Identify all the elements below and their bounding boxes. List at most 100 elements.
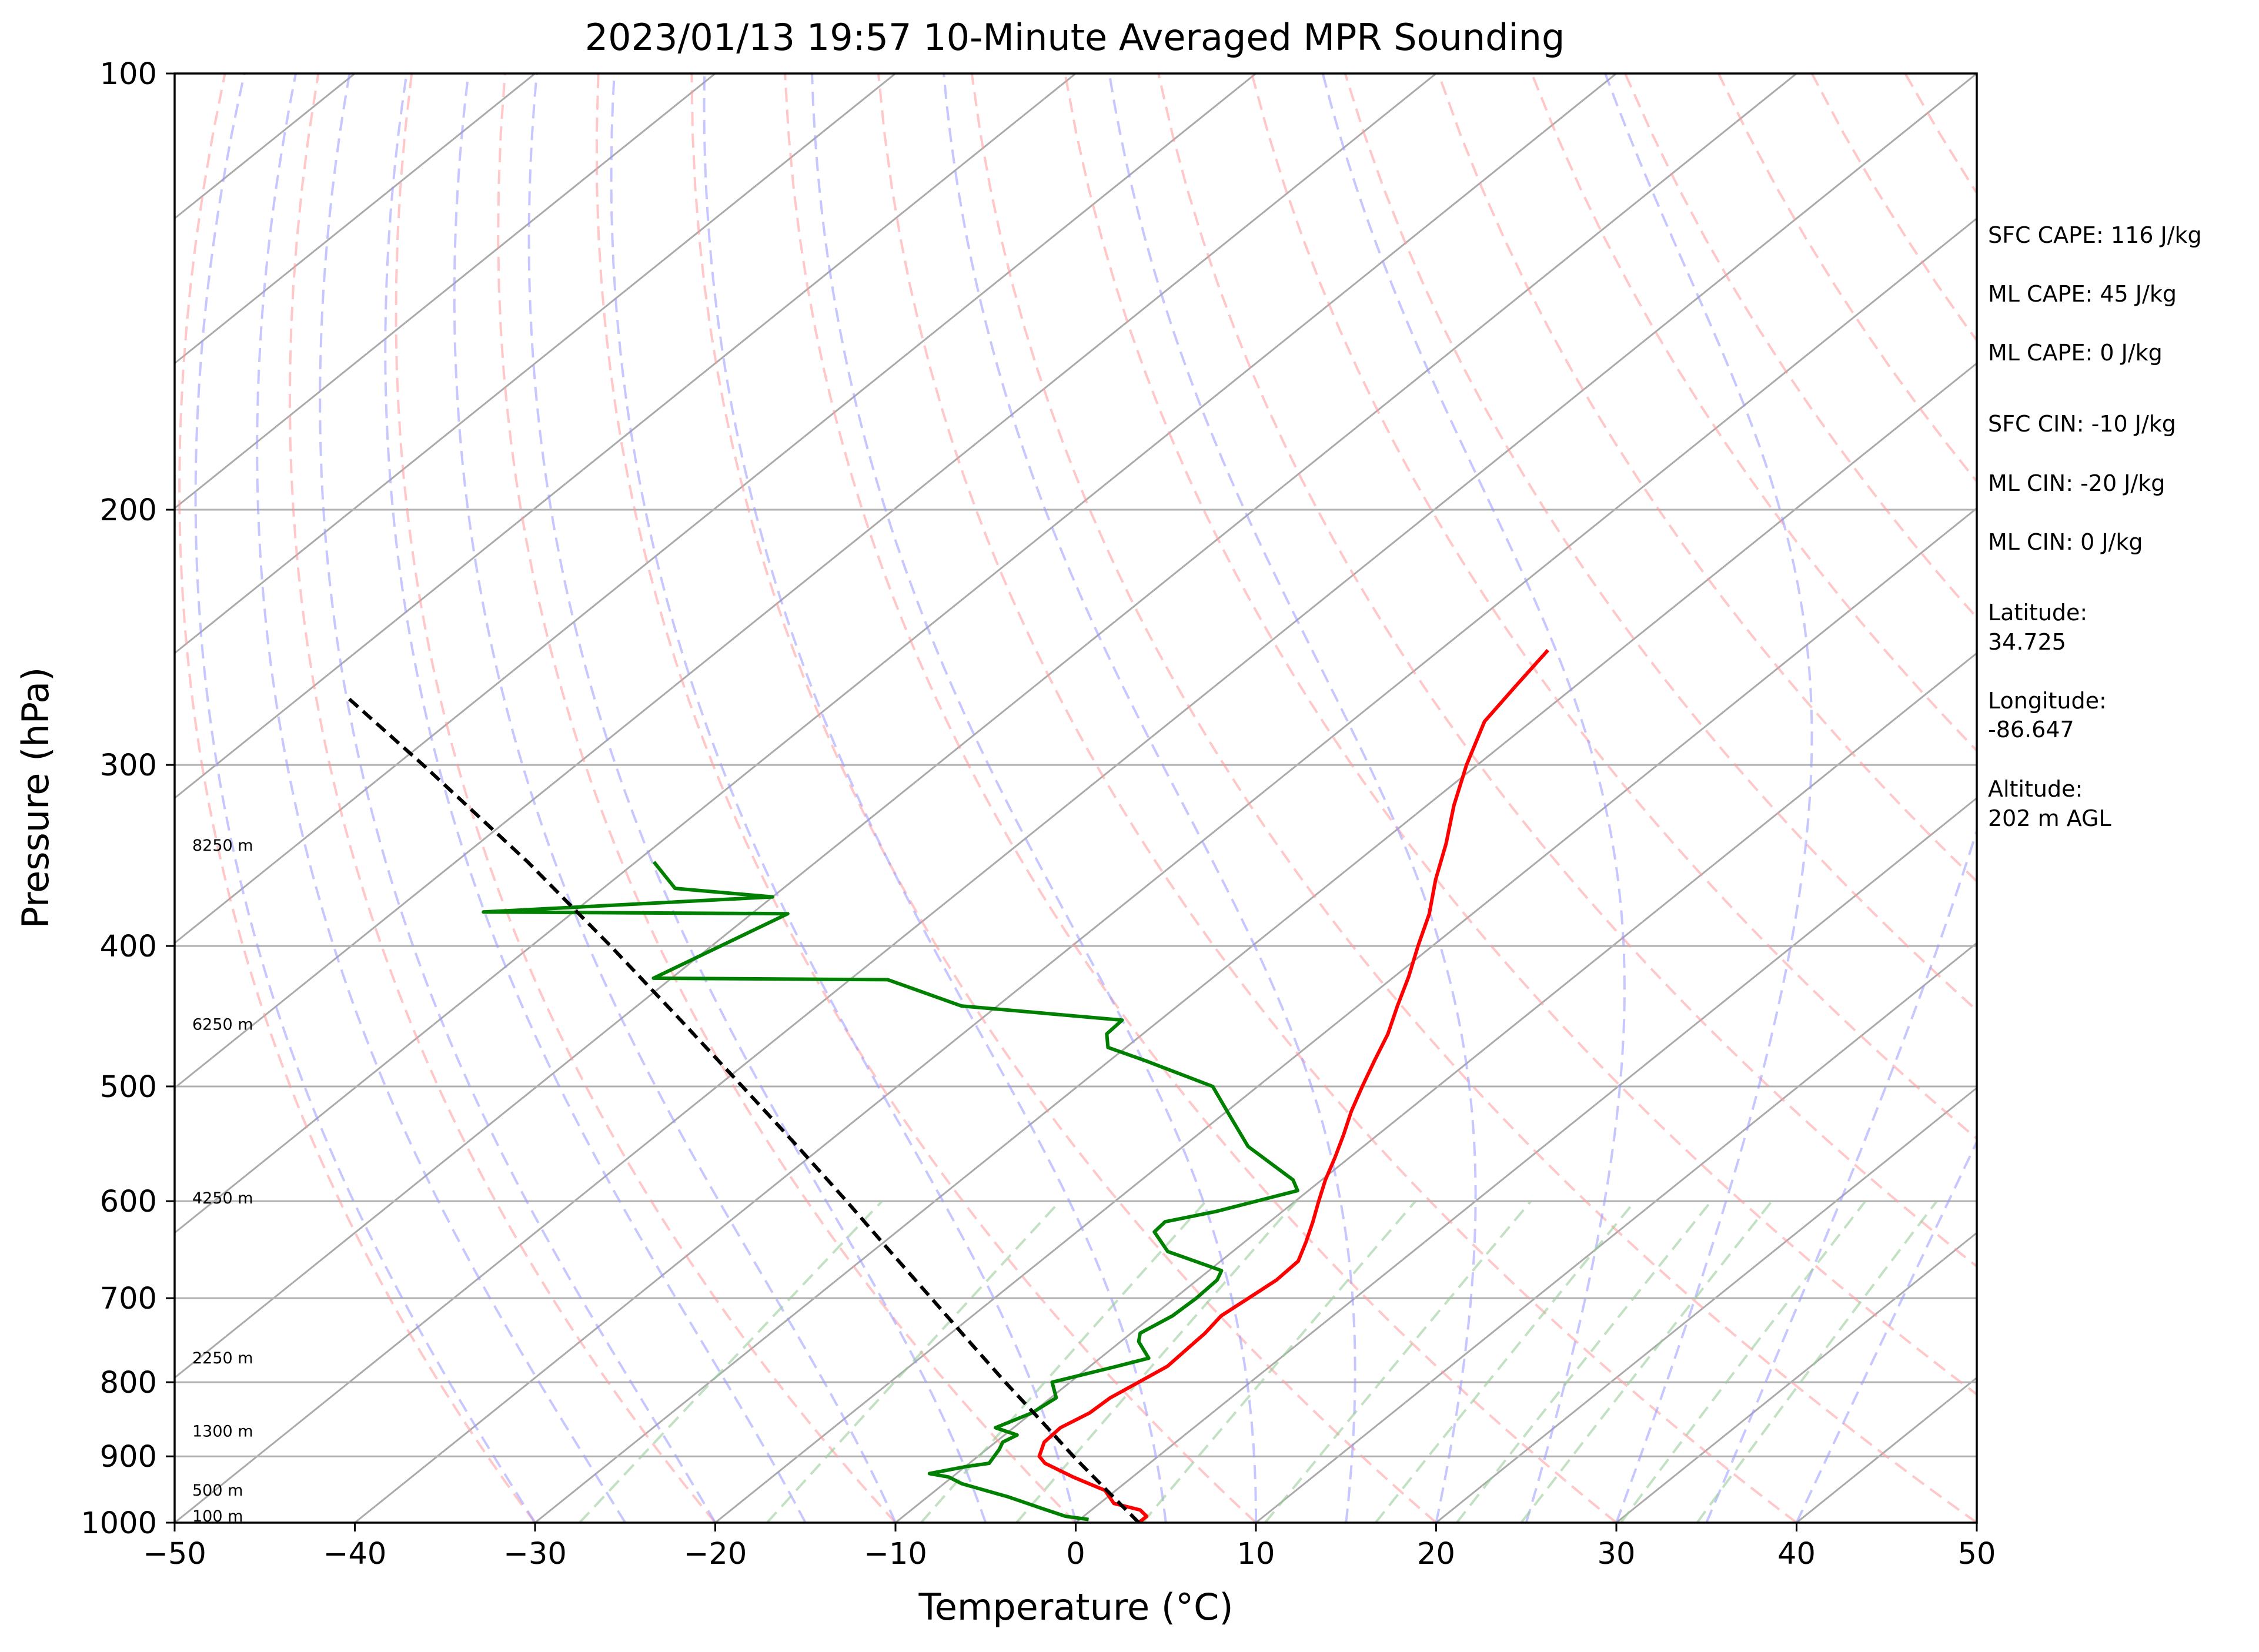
dry-adiabat xyxy=(595,73,1257,1523)
x-tick-label: 0 xyxy=(1066,1537,1085,1571)
y-tick-label: 700 xyxy=(100,1282,157,1316)
x-tick-label: 40 xyxy=(1777,1537,1816,1571)
x-tick-label: 10 xyxy=(1237,1537,1275,1571)
isotherm-line xyxy=(534,362,1977,1523)
y-tick-label: 900 xyxy=(100,1440,157,1474)
x-tick-label: 20 xyxy=(1417,1537,1455,1571)
isotherm-line xyxy=(1255,942,1977,1523)
dry-adiabat xyxy=(1064,73,1977,1396)
dry-adiabat xyxy=(395,73,897,1523)
chart-title: 2023/01/13 19:57 10-Minute Averaged MPR … xyxy=(585,16,1565,59)
isotherm-line xyxy=(175,73,1797,1379)
sounding-profiles xyxy=(347,648,1549,1523)
latitude-label: Latitude: xyxy=(1988,600,2087,626)
moist-adiabat xyxy=(610,73,1077,1523)
isotherm-line xyxy=(354,217,1977,1523)
info-panel: SFC CAPE: 116 J/kg ML CAPE: 45 J/kg ML C… xyxy=(1988,222,2202,831)
dry-adiabat xyxy=(2186,73,2259,1523)
ml-cin-text-2: ML CIN: 0 J/kg xyxy=(1988,529,2143,555)
moist-adiabat xyxy=(384,73,807,1523)
x-tick-label: −30 xyxy=(503,1537,567,1571)
moist-adiabat xyxy=(703,73,1167,1523)
ml-cin-text: ML CIN: -20 J/kg xyxy=(1988,470,2165,496)
y-tick-label: 800 xyxy=(100,1366,157,1400)
isotherm-line xyxy=(895,652,1977,1523)
height-label: 2250 m xyxy=(192,1349,253,1367)
mixing-ratio-line xyxy=(920,1200,1207,1523)
dry-adiabat xyxy=(1530,73,1977,753)
latitude-value: 34.725 xyxy=(1988,629,2066,655)
dry-adiabat xyxy=(877,73,1797,1523)
x-tick-label: 50 xyxy=(1958,1537,1996,1571)
mixing-ratio-line xyxy=(1264,1200,1532,1523)
mixing-ratio-lines xyxy=(579,1200,1938,1523)
moist-adiabat xyxy=(1795,1139,1977,1523)
isotherm-line xyxy=(175,73,1077,800)
isotherm-line xyxy=(175,73,536,364)
mixing-ratio-line xyxy=(579,1200,883,1523)
isotherm-line xyxy=(714,507,1977,1523)
dry-adiabat xyxy=(1250,73,1977,1141)
dry-adiabat xyxy=(178,73,536,1523)
moist-adiabat xyxy=(319,73,717,1523)
moist-adiabat xyxy=(453,73,897,1523)
mixing-ratio-line xyxy=(1620,1200,1867,1523)
mixing-ratio-line xyxy=(1375,1200,1636,1523)
isotherm-line xyxy=(175,73,1977,1523)
altitude-value: 202 m AGL xyxy=(1988,805,2111,831)
dry-adiabat xyxy=(1437,73,1977,883)
isotherm-line xyxy=(175,73,716,510)
y-tick-label: 100 xyxy=(100,57,157,92)
isotherm-line xyxy=(175,73,1257,944)
temperature-profile xyxy=(1037,648,1549,1523)
moist-adiabat xyxy=(1604,73,1813,1523)
isotherm-line xyxy=(1435,1086,1977,1523)
y-tick-label: 300 xyxy=(100,748,157,783)
ml-cape-text-2: ML CAPE: 0 J/kg xyxy=(1988,340,2163,366)
height-label: 1300 m xyxy=(192,1423,253,1441)
sfc-cin-text: SFC CIN: -10 J/kg xyxy=(1988,411,2176,437)
dry-adiabat xyxy=(970,73,1977,1523)
dry-adiabat xyxy=(1344,73,1977,1012)
y-axis-ticks: 100 200 300 400 500 600 700 800 900 1000 xyxy=(81,57,175,1541)
x-tick-label: −50 xyxy=(143,1537,206,1571)
dry-adiabat xyxy=(690,73,1437,1523)
longitude-value: -86.647 xyxy=(1988,717,2074,743)
x-tick-label: 30 xyxy=(1598,1537,1636,1571)
isotherm-line xyxy=(1616,1232,1977,1523)
isotherm-line xyxy=(175,73,896,654)
moist-adiabat xyxy=(527,73,987,1523)
isotherm-line xyxy=(175,73,1617,1234)
mixing-ratio-line xyxy=(1142,1200,1417,1523)
moist-adiabat xyxy=(256,73,627,1523)
height-label: 500 m xyxy=(192,1482,243,1500)
height-label: 6250 m xyxy=(192,1015,253,1034)
moist-adiabat xyxy=(943,73,1356,1523)
sfc-cape-text: SFC CAPE: 116 J/kg xyxy=(1988,222,2202,248)
x-tick-label: −10 xyxy=(864,1537,927,1571)
x-axis-label: Temperature (°C) xyxy=(918,1586,1233,1628)
x-tick-label: −20 xyxy=(684,1537,747,1571)
height-label: 8250 m xyxy=(192,837,253,855)
longitude-label: Longitude: xyxy=(1988,688,2107,714)
moist-adiabat xyxy=(1705,73,1977,1523)
x-tick-label: −40 xyxy=(323,1537,387,1571)
isotherm-lines xyxy=(175,73,1977,1523)
ml-cape-text: ML CAPE: 45 J/kg xyxy=(1988,281,2177,307)
moist-adiabat-lines xyxy=(194,73,1977,1523)
altitude-label: Altitude: xyxy=(1988,776,2083,802)
dry-adiabat xyxy=(497,73,1077,1523)
y-tick-label: 600 xyxy=(100,1185,157,1219)
y-tick-label: 400 xyxy=(100,929,157,964)
isotherm-line xyxy=(1075,797,1977,1523)
dry-adiabat-lines xyxy=(178,73,2259,1523)
mixing-ratio-line xyxy=(1456,1200,1712,1523)
y-tick-label: 200 xyxy=(100,493,157,528)
isotherm-line xyxy=(175,73,1437,1089)
moist-adiabat xyxy=(1108,73,1477,1523)
moist-adiabat xyxy=(1321,73,1626,1523)
moist-adiabat xyxy=(811,73,1257,1523)
mixing-ratio-line xyxy=(1520,1200,1773,1523)
